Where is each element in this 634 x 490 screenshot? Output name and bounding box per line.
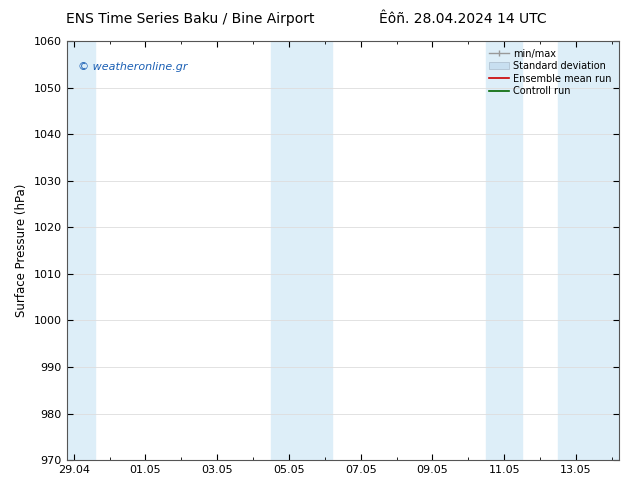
Text: Êôñ. 28.04.2024 14 UTC: Êôñ. 28.04.2024 14 UTC (379, 12, 547, 26)
Bar (67, 41, 95, 460)
Bar (558, 41, 619, 460)
Text: © weatheronline.gr: © weatheronline.gr (77, 62, 187, 72)
Bar (271, 41, 332, 460)
Text: ENS Time Series Baku / Bine Airport: ENS Time Series Baku / Bine Airport (66, 12, 314, 26)
Bar (486, 41, 522, 460)
Legend: min/max, Standard deviation, Ensemble mean run, Controll run: min/max, Standard deviation, Ensemble me… (486, 46, 614, 99)
Y-axis label: Surface Pressure (hPa): Surface Pressure (hPa) (15, 184, 28, 318)
